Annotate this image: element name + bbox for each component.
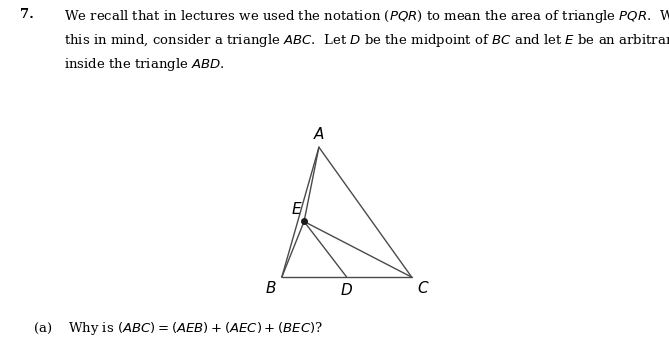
- Text: $B$: $B$: [265, 280, 276, 296]
- Text: (a)    Why is $(ABC) = (AEB) + (AEC) + (BEC)$?: (a) Why is $(ABC) = (AEB) + (AEC) + (BEC…: [33, 320, 324, 337]
- Text: 7.: 7.: [20, 8, 34, 21]
- Text: $D$: $D$: [341, 282, 353, 298]
- Text: $E$: $E$: [290, 201, 302, 217]
- Text: We recall that in lectures we used the notation ($PQR$) to mean the area of tria: We recall that in lectures we used the n…: [64, 8, 669, 74]
- Text: $A$: $A$: [313, 126, 325, 142]
- Text: $C$: $C$: [417, 280, 430, 296]
